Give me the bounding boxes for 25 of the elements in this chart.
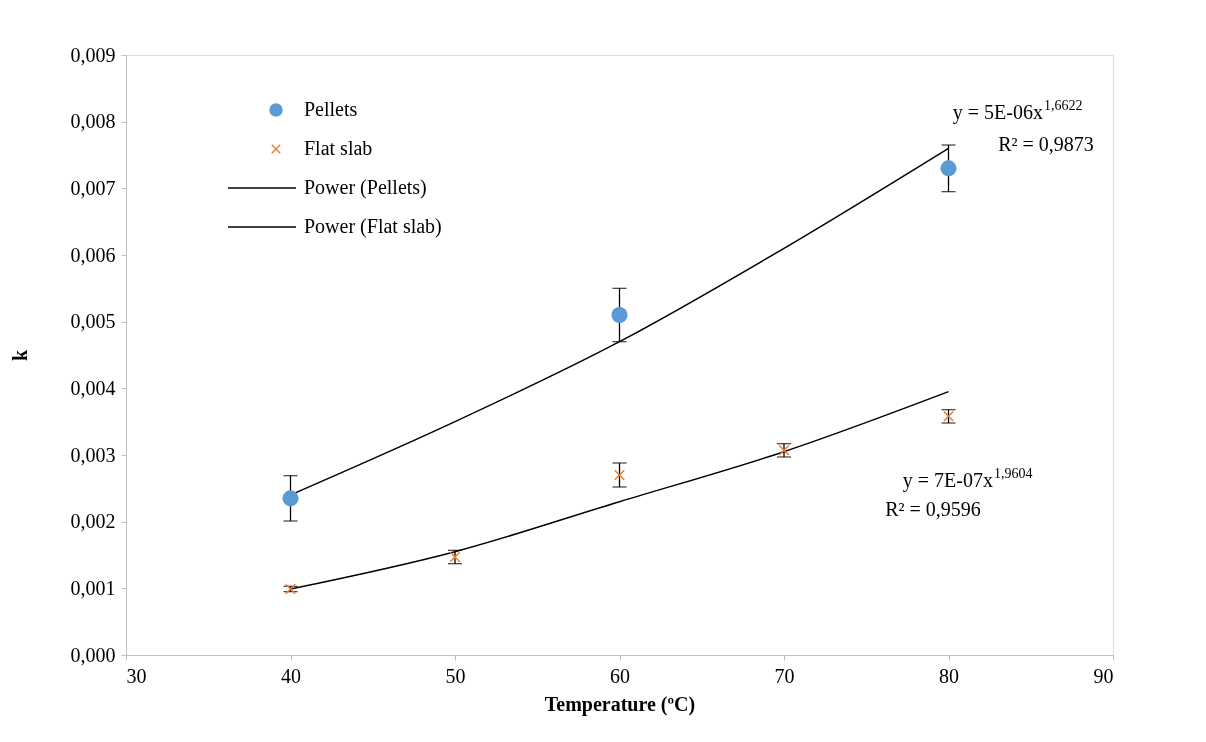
annotation: R² = 0,9596 bbox=[885, 498, 981, 520]
x-tick-label: 60 bbox=[610, 664, 630, 687]
y-tick-label: 0,001 bbox=[70, 576, 116, 599]
y-tick-label: 0,005 bbox=[70, 310, 116, 333]
y-tick-label: 0,006 bbox=[70, 243, 116, 266]
y-axis-title: k bbox=[8, 349, 31, 362]
y-tick-label: 0,009 bbox=[70, 43, 116, 66]
x-tick-label: 50 bbox=[445, 664, 466, 687]
annotation: R² = 0,9873 bbox=[998, 133, 1094, 155]
y-tick-label: 0,007 bbox=[70, 176, 116, 199]
legend-label: Power (Pellets) bbox=[304, 176, 427, 199]
y-tick-label: 0,000 bbox=[70, 643, 116, 666]
x-tick-label: 40 bbox=[281, 664, 301, 687]
x-axis-title: Temperature (ºC) bbox=[544, 692, 696, 716]
legend-label: Pellets bbox=[304, 98, 358, 120]
x-tick-label: 90 bbox=[1093, 664, 1114, 687]
x-tick-label: 80 bbox=[939, 664, 959, 687]
legend-label: Flat slab bbox=[304, 137, 373, 159]
x-tick-label: 70 bbox=[774, 664, 795, 687]
y-tick-label: 0,004 bbox=[70, 376, 116, 399]
legend-label: Power (Flat slab) bbox=[304, 215, 442, 238]
y-tick-label: 0,008 bbox=[70, 110, 116, 133]
y-tick-label: 0,003 bbox=[70, 443, 116, 466]
x-tick-label: 30 bbox=[126, 664, 147, 687]
y-tick-label: 0,002 bbox=[70, 510, 116, 533]
